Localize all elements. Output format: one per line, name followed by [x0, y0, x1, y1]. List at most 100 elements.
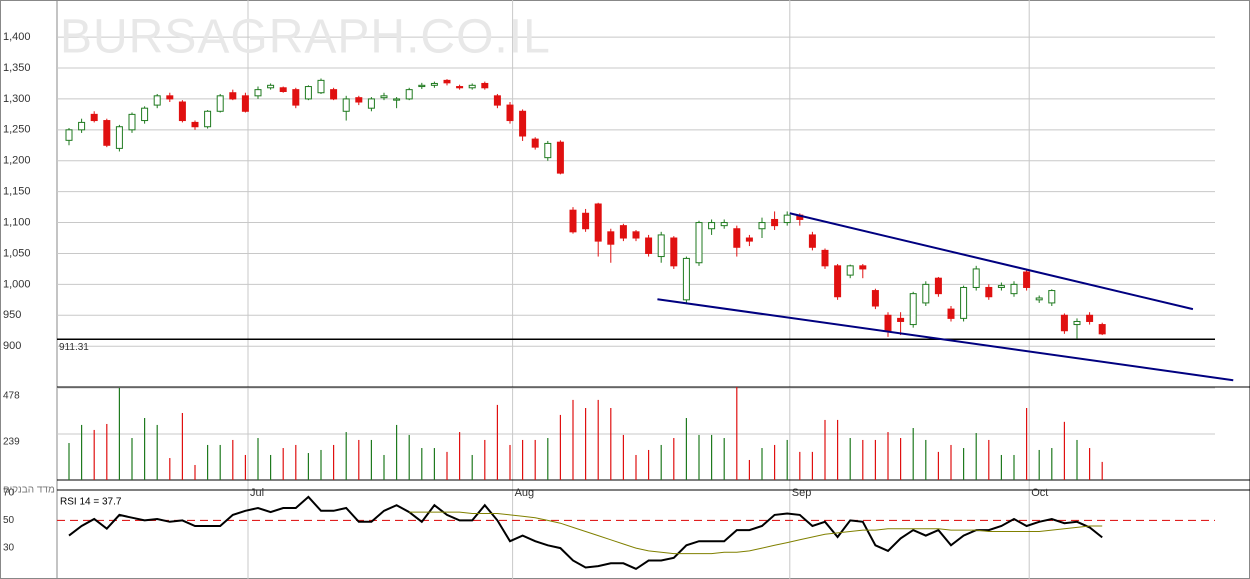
- candle-body: [1086, 314, 1094, 322]
- candle-body: [556, 141, 564, 174]
- candle-body: [405, 89, 413, 100]
- candle-body: [960, 286, 968, 319]
- candle-body: [909, 293, 917, 326]
- candle-body: [934, 277, 942, 295]
- candle-body: [544, 142, 552, 159]
- support-label: 911.31: [59, 342, 89, 353]
- candle-body: [241, 95, 249, 112]
- candle-body: [531, 138, 539, 148]
- y-tick-label: 1,350: [3, 62, 31, 74]
- candle-body: [90, 113, 98, 122]
- candle-body: [216, 95, 224, 112]
- y-tick-label: 1,000: [3, 278, 31, 290]
- candle-body: [884, 314, 892, 332]
- candle-body: [758, 222, 766, 230]
- candle-body: [871, 290, 879, 307]
- candle-body: [468, 84, 476, 89]
- candle-body: [418, 84, 426, 88]
- candle-body: [985, 286, 993, 298]
- y-tick-label: 50: [3, 515, 15, 526]
- candle-body: [430, 82, 438, 86]
- candle-body: [1048, 290, 1056, 304]
- candle-body: [632, 231, 640, 239]
- candle-body: [569, 209, 577, 233]
- candle-body: [972, 268, 980, 288]
- candle-body: [342, 98, 350, 112]
- candle-body: [846, 265, 854, 276]
- candle-body: [380, 95, 388, 99]
- trendline: [657, 298, 1234, 382]
- candle-body: [141, 107, 149, 122]
- y-tick-label: 1,100: [3, 216, 31, 228]
- candle-body: [771, 218, 779, 227]
- candle-body: [657, 234, 665, 258]
- candle-body: [607, 231, 615, 245]
- candle-body: [279, 87, 287, 92]
- candle-body: [708, 222, 716, 230]
- watermark: BURSAGRAPH.CO.IL: [60, 11, 551, 64]
- y-tick-label: 900: [3, 340, 21, 352]
- candle-body: [519, 110, 527, 137]
- candle-body: [128, 113, 136, 131]
- trendline: [789, 212, 1194, 311]
- y-tick-label: 478: [3, 391, 20, 402]
- y-tick-label: 1,150: [3, 186, 31, 198]
- candle-body: [1098, 324, 1106, 335]
- candle-body: [191, 121, 199, 128]
- candle-body: [493, 95, 501, 106]
- candle-body: [292, 89, 300, 106]
- x-tick-label: Jul: [250, 487, 264, 499]
- candle-body: [733, 228, 741, 248]
- candle-body: [355, 97, 363, 103]
- x-tick-label: Sep: [792, 487, 812, 499]
- candle-body: [456, 86, 464, 89]
- candle-body: [1073, 320, 1081, 326]
- rsi-line: [68, 495, 1103, 571]
- x-tick-label: Aug: [515, 487, 535, 499]
- candle-body: [506, 104, 514, 122]
- candle-body: [103, 120, 111, 146]
- y-tick-label: 1,050: [3, 247, 31, 259]
- y-tick-label: 239: [3, 437, 20, 448]
- candle-body: [821, 249, 829, 267]
- candle-body: [783, 214, 791, 224]
- candle-body: [997, 285, 1005, 288]
- candle-body: [594, 203, 602, 242]
- candle-body: [922, 283, 930, 304]
- rsi-label: RSI 14 = 37.7: [60, 497, 122, 508]
- candle-body: [808, 234, 816, 248]
- y-tick-label: 30: [3, 543, 15, 554]
- rsi-line: [409, 511, 1103, 555]
- y-tick-label: 1,300: [3, 93, 31, 105]
- index-name: מדד הבנקים: [3, 485, 55, 496]
- candle-body: [582, 212, 590, 230]
- candle-body: [204, 110, 212, 128]
- candle-body: [115, 126, 123, 149]
- candle-body: [645, 237, 653, 254]
- candle-body: [947, 308, 955, 319]
- candle-body: [254, 89, 262, 97]
- y-tick-label: 70: [3, 487, 15, 498]
- candle-body: [304, 86, 312, 100]
- candle-body: [745, 237, 753, 242]
- y-tick-label: 1,250: [3, 124, 31, 136]
- candle-body: [670, 237, 678, 267]
- y-tick-label: 1,200: [3, 155, 31, 167]
- candle-body: [682, 257, 690, 301]
- y-tick-label: 1,400: [3, 31, 31, 43]
- candle-body: [834, 265, 842, 298]
- candle-body: [330, 89, 338, 100]
- y-tick-label: 950: [3, 309, 21, 321]
- candle-body: [367, 98, 375, 109]
- candle-body: [481, 82, 489, 89]
- candle-body: [1023, 271, 1031, 288]
- candle-body: [897, 317, 905, 322]
- candle-body: [443, 79, 451, 84]
- candle-body: [317, 79, 325, 94]
- candle-body: [178, 101, 186, 122]
- candle-body: [1035, 297, 1043, 301]
- candle-body: [166, 95, 174, 100]
- candle-body: [78, 121, 86, 131]
